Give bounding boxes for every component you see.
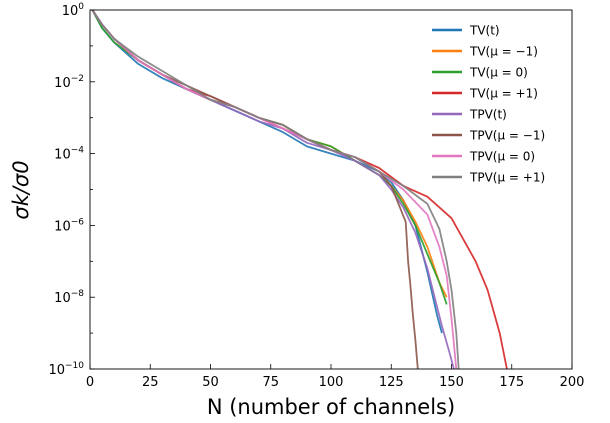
x-tick-label: 150	[439, 375, 464, 390]
y-axis-label: σk/σ0	[9, 160, 33, 219]
y-tick-exponent: −10	[65, 361, 84, 371]
y-tick-exponent: −6	[71, 217, 85, 227]
x-tick-label: 75	[262, 375, 279, 390]
x-tick-label: 100	[319, 375, 344, 390]
legend-label: TPV(t)	[469, 108, 507, 122]
legend-label: TV(μ = 0)	[469, 66, 528, 80]
x-tick-label: 175	[499, 375, 524, 390]
legend-label: TPV(μ = −1)	[469, 129, 545, 143]
legend-label: TV(t)	[469, 24, 500, 38]
x-axis-label: N (number of channels)	[207, 395, 455, 419]
series-layer	[91, 9, 508, 370]
x-tick-label: 25	[142, 375, 159, 390]
legend-label: TPV(μ = +1)	[469, 171, 545, 185]
series-line	[91, 9, 458, 370]
y-tick-label: 10−10	[48, 361, 84, 378]
y-tick-label: 10−6	[54, 217, 84, 234]
y-tick-base: 10	[54, 219, 71, 234]
series-line	[91, 9, 460, 370]
y-tick-base: 10	[62, 4, 79, 19]
x-tick-label: 50	[202, 375, 219, 390]
y-tick-exponent: −2	[71, 74, 84, 84]
y-tick-exponent: 0	[78, 2, 84, 12]
y-tick-exponent: −4	[71, 146, 85, 156]
y-tick-base: 10	[48, 363, 65, 378]
y-tick-base: 10	[54, 148, 71, 163]
plot-background	[90, 10, 572, 369]
x-tick-label: 125	[379, 375, 404, 390]
legend-label: TV(μ = +1)	[469, 87, 538, 101]
y-tick-label: 10−2	[54, 74, 84, 91]
legend: TV(t) TV(μ = −1) TV(μ = 0) TV(μ = +1) TPV(t)…	[432, 24, 545, 185]
y-tick-label: 10−4	[54, 146, 84, 163]
x-tick-label: 200	[560, 375, 585, 390]
y-tick-base: 10	[54, 76, 71, 91]
x-axis-ticks: 0 25 50 75 100 125 150 175 200	[86, 364, 585, 390]
y-tick-label: 10−8	[54, 289, 84, 306]
legend-label: TV(μ = −1)	[469, 45, 538, 59]
y-tick-exponent: −8	[71, 289, 85, 299]
legend-label: TPV(μ = 0)	[469, 150, 535, 164]
y-tick-label: 100	[62, 2, 85, 19]
x-tick-label: 0	[86, 375, 94, 390]
y-tick-base: 10	[54, 291, 71, 306]
